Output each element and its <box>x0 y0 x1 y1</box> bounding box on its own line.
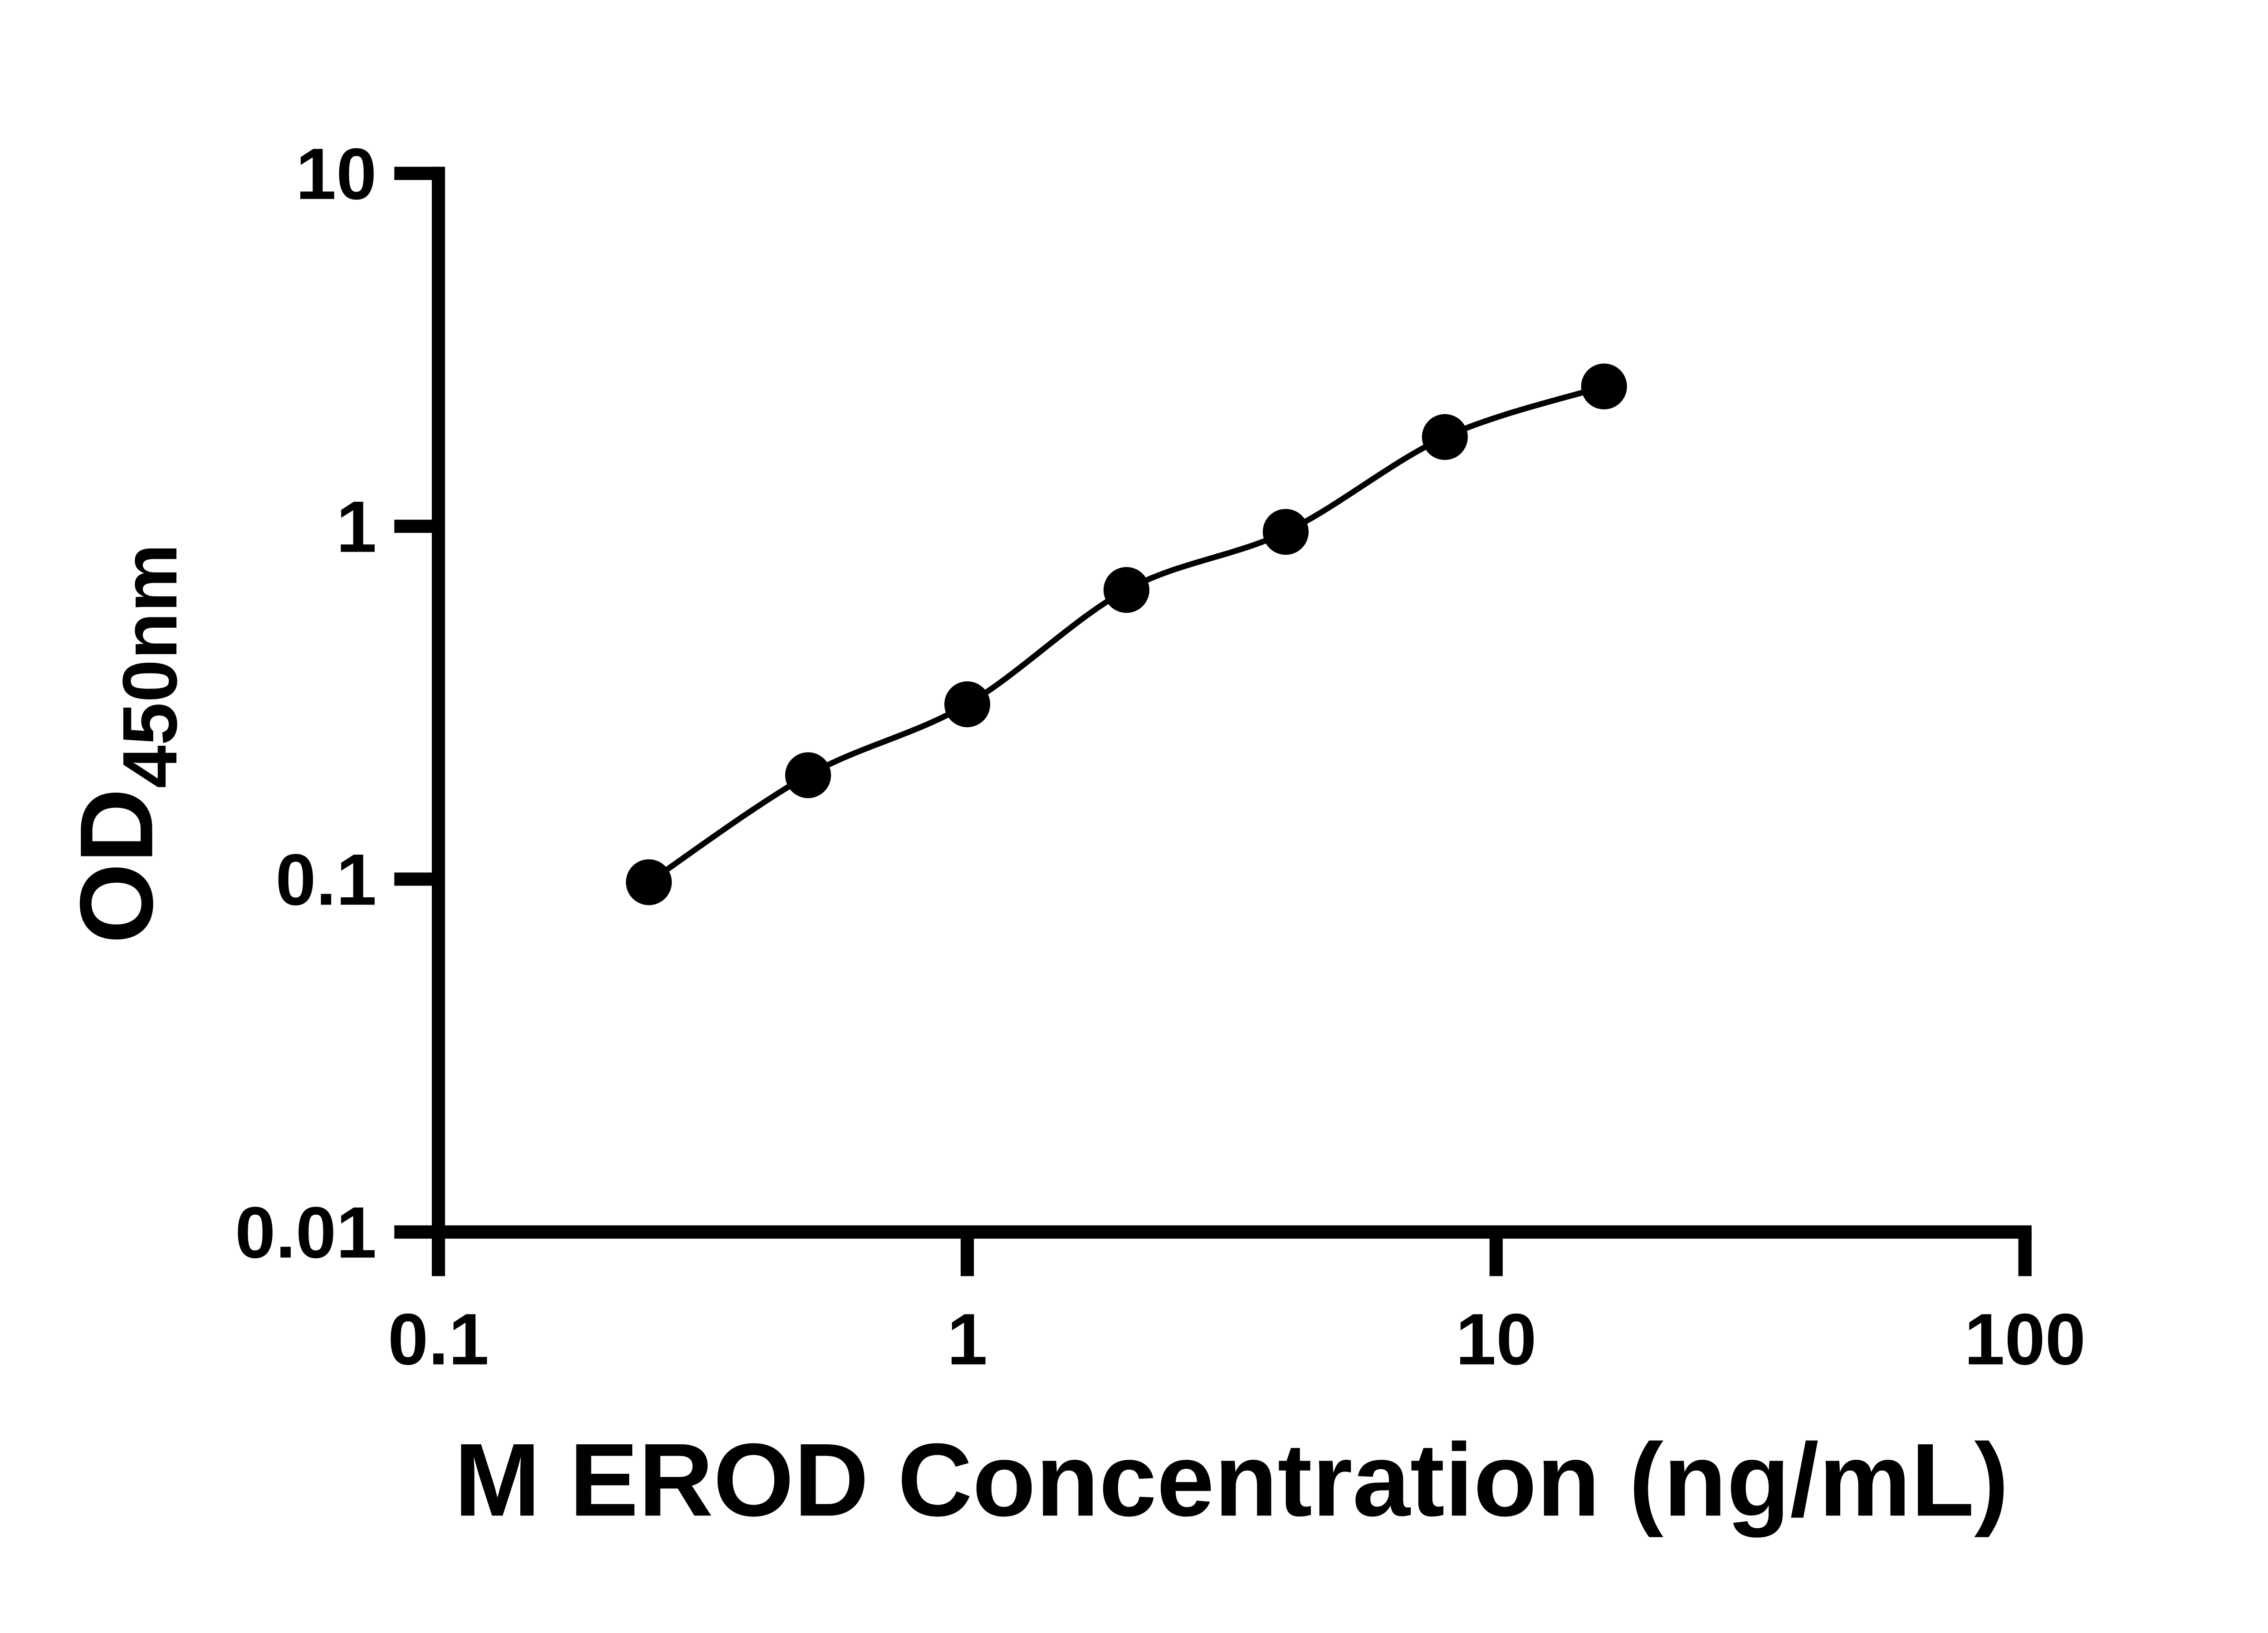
y-tick-label: 10 <box>296 133 376 215</box>
y-tick-label: 1 <box>336 486 376 567</box>
y-axis-title: OD450nm <box>59 544 193 944</box>
x-tick-label: 10 <box>1456 1299 1536 1380</box>
data-point <box>1103 567 1149 613</box>
data-point <box>1581 363 1627 410</box>
data-point <box>1422 414 1468 460</box>
fit-curve <box>647 383 1605 885</box>
y-axis-title-sub: 450nm <box>107 544 193 788</box>
data-point <box>944 681 991 728</box>
x-tick-label: 0.1 <box>388 1299 489 1380</box>
y-tick-label: 0.1 <box>275 839 376 920</box>
data-point <box>1262 508 1309 555</box>
axis-frame <box>431 166 2032 1239</box>
x-tick-label: 100 <box>1964 1299 2086 1380</box>
x-tick-label: 1 <box>947 1299 987 1380</box>
data-point <box>785 752 831 798</box>
data-point <box>626 859 672 905</box>
y-axis-title-main: OD <box>59 788 174 944</box>
x-axis-title: M EROD Concentration (ng/mL) <box>454 1422 2009 1538</box>
y-tick-label: 0.01 <box>235 1192 376 1273</box>
